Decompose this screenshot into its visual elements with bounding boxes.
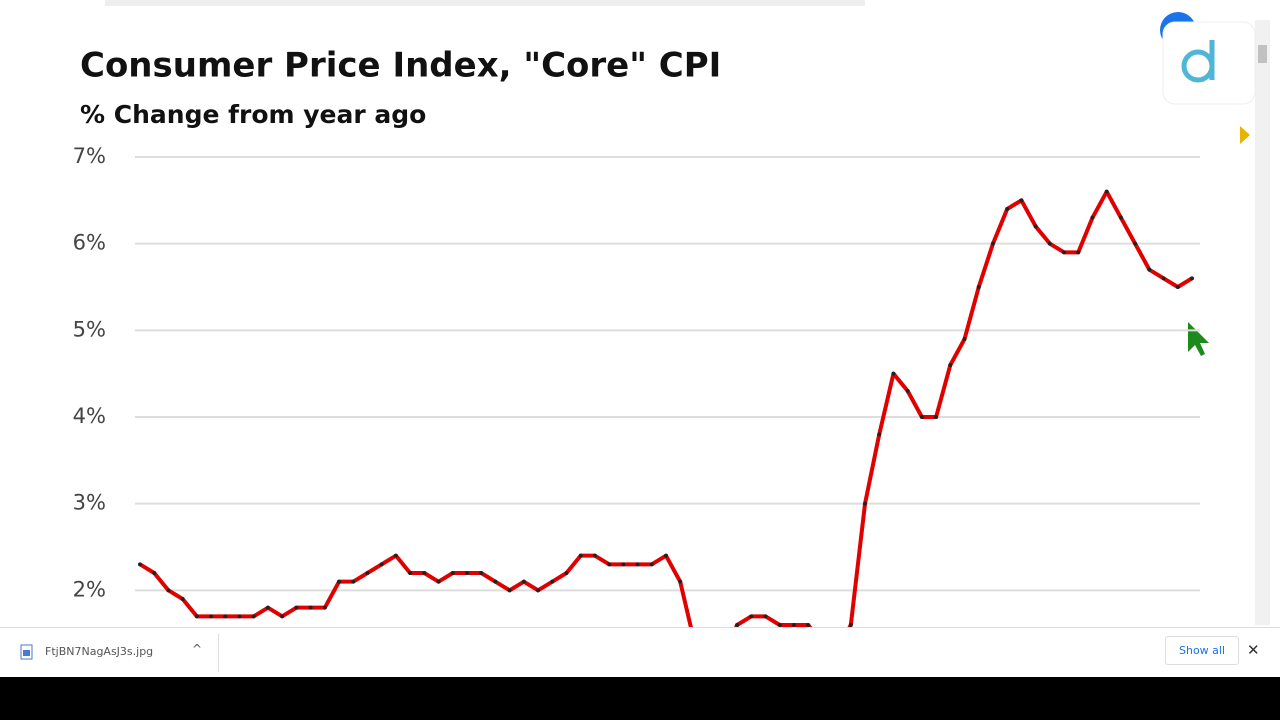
data-point bbox=[194, 614, 199, 619]
data-point bbox=[1161, 276, 1166, 281]
data-point bbox=[237, 614, 242, 619]
data-point bbox=[749, 614, 754, 619]
y-tick-label: 6% bbox=[73, 231, 106, 255]
data-point bbox=[1118, 215, 1123, 220]
data-point bbox=[1133, 241, 1138, 246]
data-point bbox=[464, 571, 469, 575]
data-point bbox=[1005, 207, 1010, 211]
data-point bbox=[578, 553, 583, 558]
scrollbar[interactable] bbox=[1255, 20, 1270, 625]
download-bar: FtjBN7NagAsJ3s.jpg ^ Show all ✕ bbox=[0, 627, 1280, 677]
data-point bbox=[1104, 189, 1109, 194]
data-point bbox=[479, 571, 484, 575]
separator bbox=[218, 634, 219, 672]
data-point bbox=[152, 571, 157, 575]
show-all-button[interactable]: Show all bbox=[1165, 636, 1240, 665]
scroll-thumb[interactable] bbox=[1258, 45, 1267, 63]
data-point bbox=[351, 579, 356, 584]
y-tick-label: 4% bbox=[73, 404, 106, 428]
data-point bbox=[919, 415, 924, 419]
data-point bbox=[607, 562, 612, 567]
data-point bbox=[1047, 241, 1052, 246]
browser-page: Consumer Price Index, "Core" CPI % Chang… bbox=[0, 0, 1280, 676]
data-point bbox=[422, 571, 427, 575]
data-point bbox=[763, 614, 768, 619]
mouse-cursor bbox=[1188, 322, 1209, 356]
data-point bbox=[777, 623, 782, 627]
data-point bbox=[450, 571, 455, 575]
data-point bbox=[1062, 250, 1067, 255]
data-point bbox=[180, 597, 185, 601]
data-point bbox=[806, 623, 811, 627]
data-point bbox=[962, 337, 967, 341]
data-point bbox=[649, 562, 654, 567]
data-point bbox=[379, 562, 384, 567]
app-icon[interactable] bbox=[1162, 21, 1256, 105]
y-tick-label: 5% bbox=[73, 317, 106, 341]
data-point bbox=[635, 562, 640, 567]
data-point bbox=[891, 371, 896, 376]
data-point bbox=[990, 241, 995, 246]
data-point bbox=[493, 579, 498, 584]
data-point bbox=[436, 579, 441, 584]
data-point bbox=[1033, 224, 1038, 229]
data-point bbox=[934, 415, 939, 419]
data-point bbox=[948, 363, 953, 367]
data-point bbox=[564, 571, 569, 575]
data-point bbox=[877, 432, 882, 437]
data-point bbox=[308, 605, 313, 610]
data-point bbox=[848, 623, 853, 627]
data-point bbox=[664, 553, 668, 558]
data-point bbox=[265, 605, 270, 610]
data-point bbox=[863, 501, 868, 506]
data-point bbox=[337, 579, 342, 584]
y-tick-label: 3% bbox=[73, 491, 106, 515]
arrow-icon bbox=[1240, 126, 1250, 144]
data-point bbox=[592, 553, 597, 558]
data-point bbox=[905, 389, 910, 393]
data-point bbox=[251, 614, 256, 619]
close-button[interactable]: ✕ bbox=[1247, 641, 1260, 659]
data-point bbox=[536, 588, 541, 593]
data-point bbox=[280, 614, 285, 619]
chart: Consumer Price Index, "Core" CPI % Chang… bbox=[73, 0, 1270, 662]
data-point bbox=[138, 562, 142, 567]
top-strip bbox=[105, 0, 865, 6]
data-point bbox=[1076, 250, 1081, 255]
data-point bbox=[1175, 285, 1180, 289]
data-point bbox=[621, 562, 626, 567]
file-name[interactable]: FtjBN7NagAsJ3s.jpg bbox=[45, 645, 154, 658]
file-menu[interactable]: ^ bbox=[192, 642, 203, 656]
chart-title: Consumer Price Index, "Core" CPI bbox=[80, 46, 721, 86]
data-point bbox=[365, 571, 370, 575]
chart-subtitle: % Change from year ago bbox=[80, 100, 426, 129]
data-point bbox=[1090, 215, 1095, 220]
y-tick-label: 7% bbox=[73, 144, 106, 168]
data-point bbox=[322, 605, 327, 610]
data-point bbox=[521, 579, 526, 584]
data-point bbox=[735, 623, 740, 627]
data-point bbox=[223, 614, 228, 619]
data-point bbox=[209, 614, 214, 619]
data-point bbox=[791, 623, 796, 627]
data-point bbox=[976, 285, 981, 289]
data-point bbox=[393, 553, 398, 558]
data-point bbox=[294, 605, 299, 610]
y-tick-label: 2% bbox=[73, 577, 106, 601]
data-point bbox=[1147, 267, 1152, 272]
data-point bbox=[1019, 198, 1024, 203]
data-point bbox=[678, 579, 683, 584]
data-point bbox=[507, 588, 512, 593]
file-icon bbox=[20, 644, 33, 660]
data-point bbox=[550, 579, 555, 584]
data-point bbox=[166, 588, 171, 593]
data-point bbox=[408, 571, 413, 575]
data-point bbox=[1190, 276, 1194, 281]
